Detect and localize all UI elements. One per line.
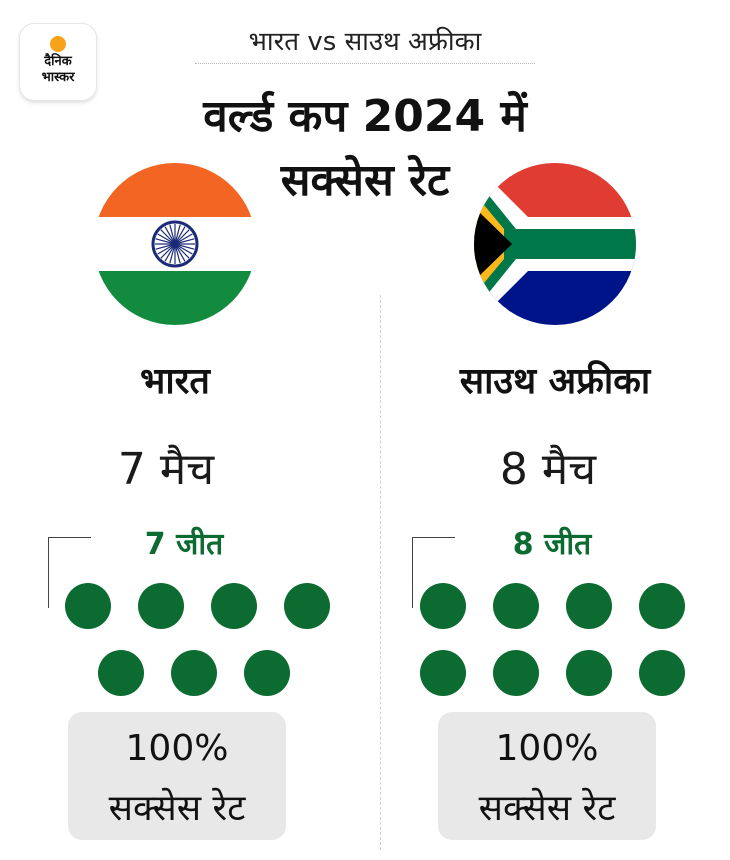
success-rate-value-south-africa: 100% <box>495 728 599 769</box>
success-rate-label-india: सक्सेस रेट <box>108 788 246 829</box>
wins-bracket-south-africa <box>412 537 455 608</box>
matches-played-south-africa: 8 मैच <box>499 444 597 495</box>
team-name-south-africa: साउथ अफ्रीका <box>459 361 651 402</box>
win-dot-india <box>284 583 330 629</box>
win-dot-india <box>98 650 144 696</box>
success-rate-value-india: 100% <box>125 728 229 769</box>
south-africa-flag-icon <box>474 163 636 325</box>
win-dot-south-africa <box>639 650 685 696</box>
win-dot-india <box>138 583 184 629</box>
team-name-india: भारत <box>140 361 210 402</box>
win-dot-india <box>171 650 217 696</box>
page-title-line2: सक्सेस रेट <box>280 155 450 206</box>
success-rate-label-south-africa: सक्सेस रेट <box>478 788 616 829</box>
win-dot-south-africa <box>639 583 685 629</box>
win-dot-india <box>65 583 111 629</box>
wins-bracket-india <box>48 537 91 608</box>
win-dot-south-africa <box>566 583 612 629</box>
win-dot-south-africa <box>566 650 612 696</box>
page-title-line1: वर्ल्ड कप 2024 में <box>203 91 527 142</box>
center-divider <box>380 295 381 850</box>
win-dot-south-africa <box>493 583 539 629</box>
win-dot-south-africa <box>493 650 539 696</box>
sun-icon <box>50 36 66 52</box>
india-flag-icon <box>94 163 256 325</box>
win-dot-india <box>211 583 257 629</box>
success-rate-box-india: 100% सक्सेस रेट <box>68 712 286 840</box>
wins-count-india: 7 जीत <box>144 527 224 562</box>
dainik-bhaskar-logo: दैनिक भास्कर <box>20 24 96 100</box>
win-dot-south-africa <box>420 650 466 696</box>
win-dot-india <box>244 650 290 696</box>
logo-text-line1: दैनिक <box>44 54 72 69</box>
logo-text-line2: भास्कर <box>41 70 75 85</box>
matches-played-india: 7 मैच <box>117 444 215 495</box>
success-rate-box-south-africa: 100% सक्सेस रेट <box>438 712 656 840</box>
win-dot-south-africa <box>420 583 466 629</box>
subtitle: भारत vs साउथ अफ्रीका <box>195 22 535 64</box>
wins-count-south-africa: 8 जीत <box>512 527 592 562</box>
